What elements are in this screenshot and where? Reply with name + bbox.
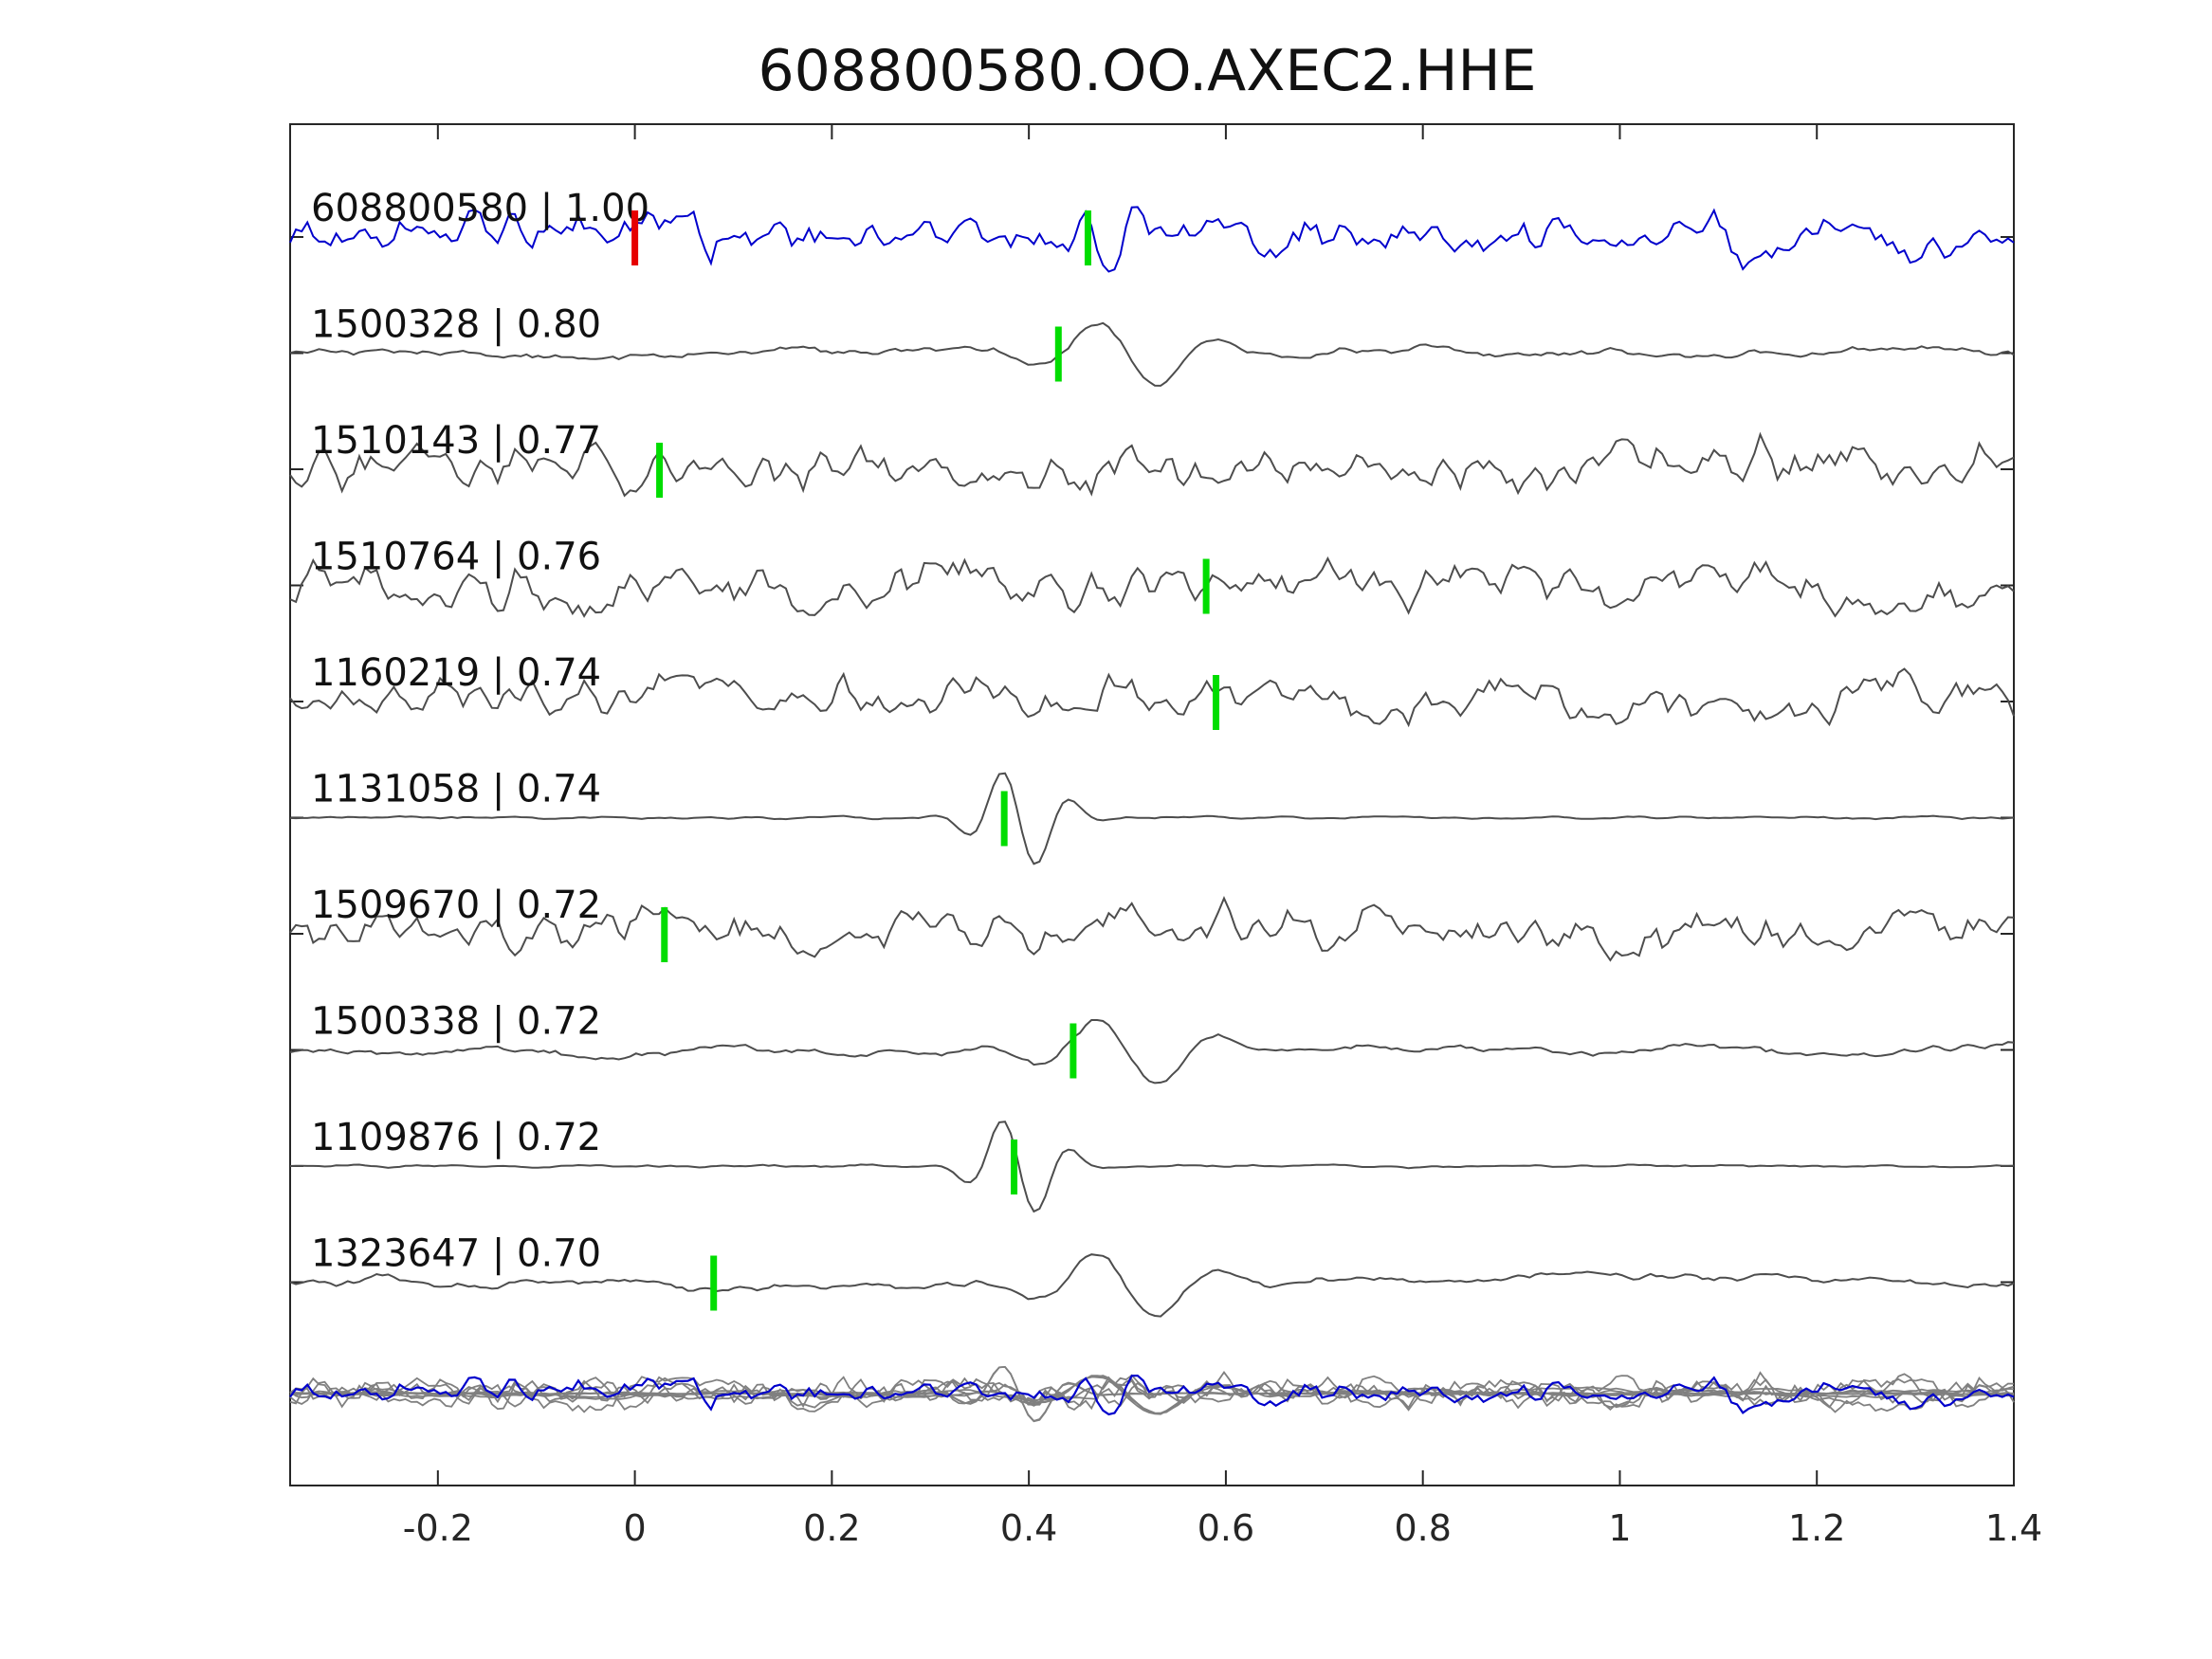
x-tick-label: 1: [1608, 1507, 1631, 1549]
x-tick-label: 1.2: [1788, 1507, 1845, 1549]
stack-line-0: [289, 1375, 2015, 1414]
trace-labels: 608800580 | 1.00 1500328 | 0.80 1510143 | …: [311, 187, 649, 1276]
x-tick-label: -0.2: [403, 1507, 473, 1549]
trace-label-1500338: 1500338 | 0.72: [311, 1000, 601, 1044]
trace-line-1109876: [289, 1121, 2015, 1213]
trace-label-1160219: 1160219 | 0.74: [311, 651, 601, 695]
trace-line-1500338: [289, 1019, 2015, 1085]
x-tick-label: 0.6: [1197, 1507, 1254, 1549]
stack-overlay: [289, 1365, 2015, 1423]
trace-line-608800580: [289, 206, 2015, 273]
trace-label-1509670: 1509670 | 0.72: [311, 884, 601, 927]
trace-line-1131058: [289, 772, 2015, 866]
x-axis: -0.2 0 0.2 0.4 0.6 0.8 1 1.2 1.4: [403, 124, 2042, 1549]
trace-label-1500328: 1500328 | 0.80: [311, 303, 601, 347]
x-tick-label: 0.2: [803, 1507, 860, 1549]
trace-label-1109876: 1109876 | 0.72: [311, 1116, 601, 1159]
stack-line-9: [289, 1374, 2015, 1416]
trace-line-1510764: [289, 556, 2015, 618]
pick-markers: [631, 210, 1220, 1311]
x-tick-label: 1.4: [1985, 1507, 2042, 1549]
trace-group: [289, 206, 2015, 1318]
x-tick-label: 0.8: [1394, 1507, 1451, 1549]
trace-label-1510143: 1510143 | 0.77: [311, 419, 601, 463]
chart-title: 608800580.OO.AXEC2.HHE: [758, 38, 1536, 104]
trace-line-1509670: [289, 895, 2015, 962]
x-tick-label: 0: [624, 1507, 647, 1549]
x-tick-label: 0.4: [1000, 1507, 1057, 1549]
trace-line-1500328: [289, 321, 2015, 387]
trace-line-1160219: [289, 667, 2015, 728]
trace-label-1131058: 1131058 | 0.74: [311, 768, 601, 811]
trace-label-1323647: 1323647 | 0.70: [311, 1232, 601, 1276]
plot-area-frame: [289, 123, 2015, 1486]
trace-label-1510764: 1510764 | 0.76: [311, 536, 601, 579]
trace-label-608800580: 608800580 | 1.00: [311, 187, 649, 230]
trace-line-1323647: [289, 1253, 2015, 1318]
trace-line-1510143: [289, 431, 2015, 498]
